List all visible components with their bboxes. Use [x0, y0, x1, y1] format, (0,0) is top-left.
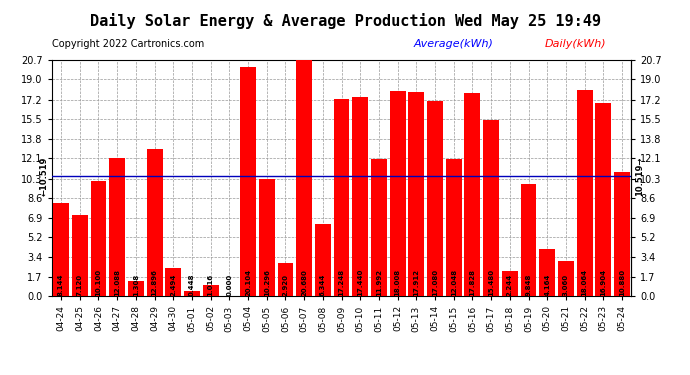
- Bar: [147, 149, 163, 296]
- Text: 20.680: 20.680: [301, 269, 307, 296]
- Bar: [203, 285, 219, 296]
- Text: 0.000: 0.000: [226, 273, 233, 296]
- Text: 4.164: 4.164: [544, 273, 550, 296]
- Text: ←10.519: ←10.519: [39, 156, 48, 196]
- Text: 16.904: 16.904: [600, 268, 607, 296]
- Bar: [166, 268, 181, 296]
- Text: 17.248: 17.248: [339, 268, 344, 296]
- Bar: [371, 159, 387, 296]
- Text: 18.064: 18.064: [582, 268, 588, 296]
- Text: 2.920: 2.920: [282, 274, 288, 296]
- Bar: [315, 224, 331, 296]
- Text: 12.896: 12.896: [152, 269, 157, 296]
- Bar: [427, 101, 443, 296]
- Text: 18.008: 18.008: [395, 268, 401, 296]
- Bar: [109, 158, 125, 296]
- Text: 1.016: 1.016: [208, 273, 214, 296]
- Text: 2.244: 2.244: [507, 273, 513, 296]
- Text: 17.440: 17.440: [357, 268, 363, 296]
- Bar: [184, 291, 200, 296]
- Text: 7.120: 7.120: [77, 273, 83, 296]
- Text: 10.296: 10.296: [264, 269, 270, 296]
- Bar: [53, 203, 69, 296]
- Bar: [464, 93, 480, 296]
- Bar: [558, 261, 574, 296]
- Text: 20.104: 20.104: [245, 268, 251, 296]
- Text: 1.308: 1.308: [133, 273, 139, 296]
- Text: 9.848: 9.848: [526, 273, 531, 296]
- Bar: [540, 249, 555, 296]
- Bar: [446, 159, 462, 296]
- Bar: [277, 263, 293, 296]
- Bar: [614, 172, 630, 296]
- Text: 17.828: 17.828: [469, 268, 475, 296]
- Bar: [520, 184, 536, 296]
- Bar: [408, 92, 424, 296]
- Bar: [128, 281, 144, 296]
- Text: 3.060: 3.060: [563, 273, 569, 296]
- Bar: [296, 60, 312, 296]
- Text: Daily(kWh): Daily(kWh): [545, 39, 607, 50]
- Text: 12.088: 12.088: [114, 268, 120, 296]
- Bar: [259, 179, 275, 296]
- Text: 17.912: 17.912: [413, 268, 420, 296]
- Text: 11.992: 11.992: [376, 268, 382, 296]
- Text: 6.344: 6.344: [320, 273, 326, 296]
- Text: 10.519→: 10.519→: [635, 156, 644, 196]
- Text: 2.494: 2.494: [170, 273, 176, 296]
- Text: 0.448: 0.448: [189, 273, 195, 296]
- Bar: [577, 90, 593, 296]
- Bar: [240, 67, 256, 296]
- Bar: [390, 91, 406, 296]
- Text: 8.144: 8.144: [58, 273, 64, 296]
- Text: 10.100: 10.100: [95, 268, 101, 296]
- Text: Average(kWh): Average(kWh): [414, 39, 494, 50]
- Bar: [502, 271, 518, 296]
- Text: Copyright 2022 Cartronics.com: Copyright 2022 Cartronics.com: [52, 39, 204, 50]
- Bar: [353, 97, 368, 296]
- Bar: [72, 215, 88, 296]
- Text: 15.480: 15.480: [488, 268, 494, 296]
- Text: 12.048: 12.048: [451, 268, 457, 296]
- Text: 10.880: 10.880: [619, 268, 625, 296]
- Bar: [90, 181, 106, 296]
- Text: 17.080: 17.080: [432, 268, 438, 296]
- Bar: [333, 99, 350, 296]
- Bar: [483, 120, 499, 296]
- Text: Daily Solar Energy & Average Production Wed May 25 19:49: Daily Solar Energy & Average Production …: [90, 13, 600, 29]
- Bar: [595, 104, 611, 296]
